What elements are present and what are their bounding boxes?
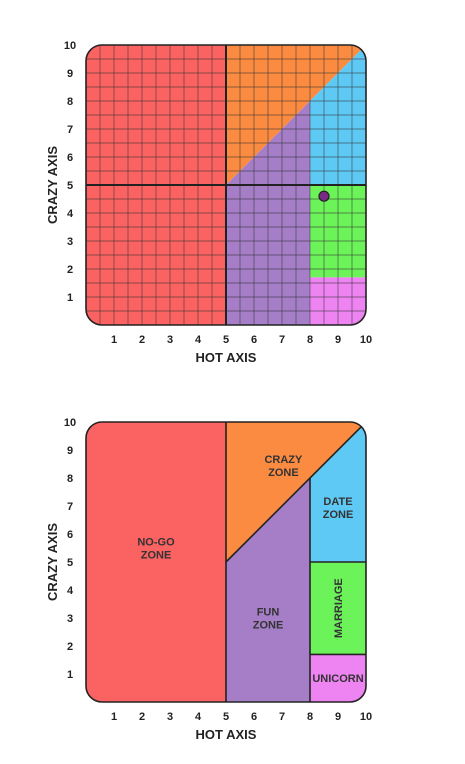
y-tick-label: 9	[67, 68, 73, 80]
x-tick-label: 10	[360, 334, 372, 346]
x-tick-label: 2	[139, 711, 145, 723]
x-tick-label: 4	[195, 711, 202, 723]
zone-date	[310, 422, 366, 562]
x-tick-label: 9	[335, 711, 341, 723]
y-axis-title: CRAZY AXIS	[45, 523, 60, 601]
y-tick-label: 6	[67, 152, 73, 164]
plot-border	[85, 44, 367, 326]
x-tick-label: 4	[195, 334, 202, 346]
zone-label-line: DATE	[323, 496, 352, 508]
zone-label-line: ZONE	[268, 467, 299, 479]
y-tick-label: 10	[64, 417, 76, 429]
y-tick-label: 3	[67, 236, 73, 248]
y-tick-label: 1	[67, 292, 73, 304]
y-tick-label: 5	[67, 557, 73, 569]
plot-area	[86, 45, 366, 325]
zone-marriage	[310, 562, 366, 655]
zone-label-line: NO-GO	[137, 537, 175, 549]
y-tick-label: 5	[67, 180, 73, 192]
zone-label-marriage: MARRIAGE	[333, 578, 345, 638]
zone-fun	[226, 478, 310, 702]
zone-label-nogo: NO-GO ZONE	[137, 537, 175, 562]
zone-label-crazy: CRAZY ZONE	[264, 454, 303, 479]
x-tick-label: 8	[307, 334, 313, 346]
zone-label-unicorn: UNICORN	[312, 673, 363, 685]
x-tick-label: 3	[167, 711, 173, 723]
x-tick-label: 10	[360, 711, 372, 723]
y-tick-label: 7	[67, 501, 73, 513]
x-tick-label: 6	[251, 711, 257, 723]
x-tick-label: 6	[251, 334, 257, 346]
x-axis-title: HOT AXIS	[196, 727, 257, 742]
y-tick-label: 2	[67, 264, 73, 276]
y-tick-label: 2	[67, 641, 73, 653]
x-tick-label: 3	[167, 334, 173, 346]
x-tick-label: 7	[279, 334, 285, 346]
plot-area	[86, 422, 366, 702]
y-tick-label: 1	[67, 669, 73, 681]
x-tick-label: 1	[111, 711, 117, 723]
zone-label-line: MARRIAGE	[333, 578, 345, 638]
y-tick-label: 8	[67, 473, 73, 485]
zone-boundary	[225, 422, 366, 563]
zone-label-date: DATE ZONE	[323, 496, 354, 521]
data-point	[318, 190, 330, 202]
y-axis-title: CRAZY AXIS	[45, 146, 60, 224]
zone-label-fun: FUN ZONE	[253, 607, 284, 632]
y-tick-label: 4	[67, 208, 74, 220]
y-tick-label: 7	[67, 124, 73, 136]
y-tick-label: 10	[64, 40, 76, 52]
zone-label-line: CRAZY	[264, 454, 303, 466]
x-axis-title: HOT AXIS	[196, 350, 257, 365]
y-tick-label: 4	[67, 585, 74, 597]
y-tick-label: 6	[67, 529, 73, 541]
zone-unicorn	[310, 654, 366, 702]
chart-1: 1 2 3 4 5 6 7 8 9 10 1 2 3 4 5 6 7 8 9 10 HOT AXIS CRAZY AXIS	[45, 40, 372, 365]
x-tick-label: 8	[307, 711, 313, 723]
x-tick-label: 7	[279, 711, 285, 723]
x-tick-label: 5	[223, 711, 229, 723]
zone-label-line: UNICORN	[312, 673, 363, 685]
zone-label-line: ZONE	[253, 620, 284, 632]
zone-nogo	[86, 422, 226, 702]
zone-label-line: ZONE	[141, 550, 172, 562]
x-tick-label: 2	[139, 334, 145, 346]
zone-label-line: FUN	[257, 607, 280, 619]
zone-label-line: ZONE	[323, 509, 354, 521]
plot-border	[85, 421, 367, 703]
y-tick-label: 8	[67, 96, 73, 108]
x-tick-label: 9	[335, 334, 341, 346]
y-tick-label: 9	[67, 445, 73, 457]
x-tick-label: 1	[111, 334, 117, 346]
x-tick-label: 5	[223, 334, 229, 346]
y-tick-label: 3	[67, 613, 73, 625]
